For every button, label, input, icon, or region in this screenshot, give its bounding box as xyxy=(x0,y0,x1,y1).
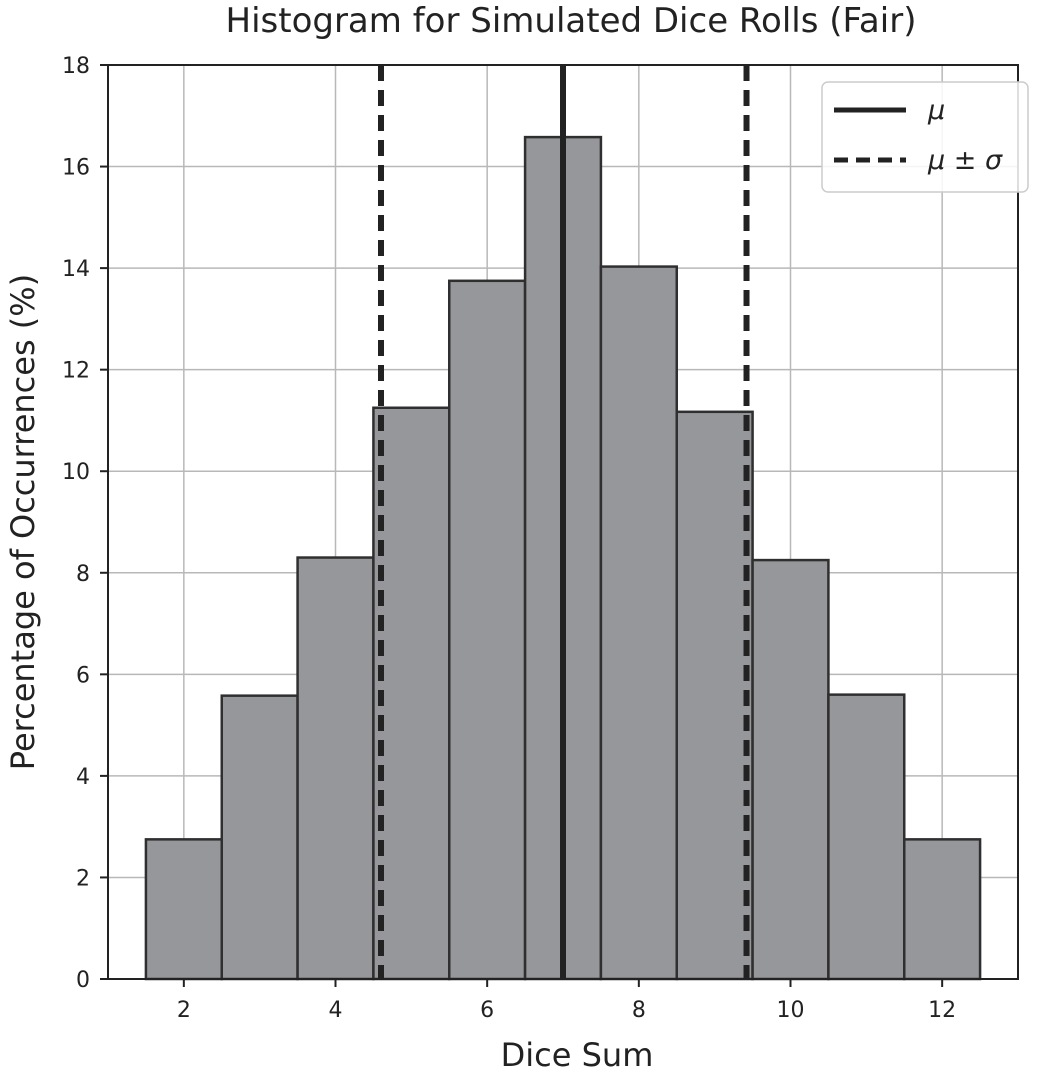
bar-12 xyxy=(903,838,982,981)
x-tick-label-8: 8 xyxy=(632,998,646,1023)
bar-2 xyxy=(144,838,224,981)
bar-10 xyxy=(751,558,830,981)
y-axis-label: Percentage of Occurrences (%) xyxy=(4,274,42,770)
y-tick-label-10: 10 xyxy=(62,460,90,485)
x-tick-label-6: 6 xyxy=(480,998,494,1023)
chart-title: Histogram for Simulated Dice Rolls (Fair… xyxy=(226,1,917,41)
x-tick-label-4: 4 xyxy=(329,998,343,1023)
y-tick-label-14: 14 xyxy=(62,257,90,282)
legend: μ μ ± σ xyxy=(821,81,1029,193)
x-axis-label: Dice Sum xyxy=(501,1036,654,1071)
plot-frame xyxy=(107,64,1019,980)
y-tick-label-0: 0 xyxy=(76,968,90,993)
x-tick-label-12: 12 xyxy=(928,998,956,1023)
y-tick-label-12: 12 xyxy=(62,359,90,384)
bar-9 xyxy=(675,410,754,981)
x-tick-label-10: 10 xyxy=(777,998,805,1023)
y-tick-label-2: 2 xyxy=(76,866,90,891)
y-tick-label-6: 6 xyxy=(76,663,90,688)
ticks: 2 4 6 8 10 12 0 2 4 6 8 10 12 14 16 18 xyxy=(62,54,956,1023)
y-tick-label-8: 8 xyxy=(76,562,90,587)
y-tick-label-4: 4 xyxy=(76,765,90,790)
bar-5 xyxy=(372,406,451,981)
bar-11 xyxy=(827,693,906,981)
bar-4 xyxy=(296,556,375,981)
y-tick-label-18: 18 xyxy=(62,54,90,79)
bar-8 xyxy=(599,265,679,981)
x-tick-label-2: 2 xyxy=(177,998,191,1023)
bar-6 xyxy=(448,279,527,981)
legend-label-mean: μ xyxy=(927,95,945,126)
bar-3 xyxy=(220,694,299,981)
legend-label-std: μ ± σ xyxy=(927,145,1003,176)
stat-lines xyxy=(378,65,750,979)
y-tick-label-16: 16 xyxy=(62,156,90,181)
